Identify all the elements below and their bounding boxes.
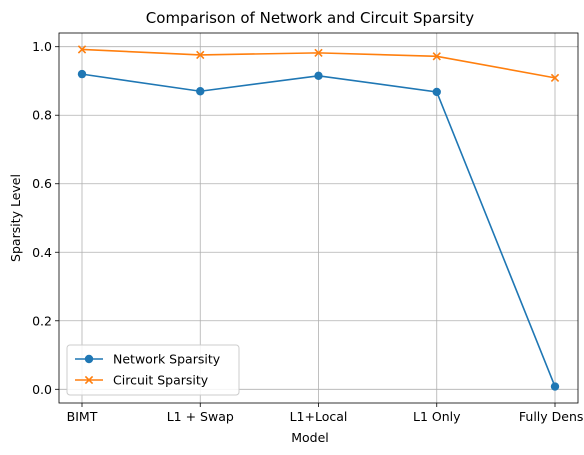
y-tick-label: 0.6 [32,176,52,191]
network-sparsity-legend-marker [85,355,93,363]
x-tick-label: L1 + Swap [167,409,234,424]
y-tick-label: 0.0 [32,382,52,397]
legend: Network Sparsity Circuit Sparsity [67,345,239,395]
y-tick-label: 0.2 [32,313,52,328]
network-sparsity-point [551,382,559,390]
x-tick-label: L1+Local [290,409,348,424]
y-tick-label: 0.4 [32,245,52,260]
network-sparsity-legend-label: Network Sparsity [113,352,221,367]
chart-title: Comparison of Network and Circuit Sparsi… [146,9,475,27]
y-axis-label: Sparsity Level [8,174,23,262]
y-tick-label: 1.0 [32,39,52,54]
y-tick-label: 0.8 [32,108,52,123]
network-sparsity-point [196,87,204,95]
y-axis: 0.0 0.2 0.4 0.6 0.8 1.0 [32,39,59,397]
x-axis: BIMT L1 + Swap L1+Local L1 Only Fully Dense [67,403,584,424]
network-sparsity-point [314,72,322,80]
x-tick-label: L1 Only [413,409,461,424]
circuit-sparsity-legend-label: Circuit Sparsity [113,373,209,388]
x-tick-label: Fully Dense [519,409,584,424]
x-tick-label: BIMT [67,409,98,424]
x-axis-label: Model [291,430,329,445]
network-sparsity-point [78,70,86,78]
network-sparsity-point [433,88,441,96]
